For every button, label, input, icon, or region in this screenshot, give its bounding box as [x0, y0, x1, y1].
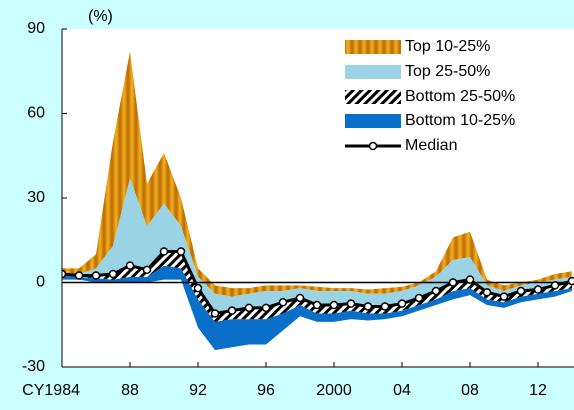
median-point [178, 248, 185, 255]
x-tick-label: 92 [189, 382, 207, 399]
median-point [552, 282, 559, 289]
legend-label: Top 25-50% [405, 63, 490, 80]
legend-swatch [345, 40, 401, 54]
median-point [501, 293, 508, 300]
median-point [229, 307, 236, 314]
median-point [93, 272, 100, 279]
median-point [76, 272, 83, 279]
median-point [212, 310, 219, 317]
median-point [280, 299, 287, 306]
median-point [297, 294, 304, 301]
median-point [433, 287, 440, 294]
x-tick-label: 2000 [316, 382, 352, 399]
median-point [331, 302, 338, 309]
median-point [569, 278, 574, 285]
median-point [263, 304, 270, 311]
median-point [127, 262, 134, 269]
legend-label: Median [405, 137, 457, 154]
y-axis-label: (%) [88, 8, 113, 25]
median-point [399, 300, 406, 307]
legend-label: Bottom 10-25% [405, 112, 515, 129]
median-point [348, 300, 355, 307]
x-tick-label: 88 [121, 382, 139, 399]
y-tick-label: 0 [36, 274, 45, 291]
median-point [450, 279, 457, 286]
x-tick-label: 04 [393, 382, 411, 399]
x-tick-label: 12 [529, 382, 547, 399]
legend-label: Top 10-25% [405, 38, 490, 55]
median-point [161, 248, 168, 255]
legend-label: Bottom 25-50% [405, 88, 515, 105]
y-tick-label: 30 [27, 189, 45, 206]
legend-swatch [345, 90, 401, 104]
median-point [365, 303, 372, 310]
x-tick-label: 08 [461, 382, 479, 399]
x-tick-label: CY1984 [22, 382, 80, 399]
median-point [518, 287, 525, 294]
median-point [416, 294, 423, 301]
x-tick-label: 96 [257, 382, 275, 399]
median-point [382, 303, 389, 310]
y-tick-label: -30 [22, 358, 45, 375]
legend-swatch [345, 65, 401, 79]
median-point [246, 304, 253, 311]
median-point [484, 289, 491, 296]
median-point [195, 285, 202, 292]
legend-swatch [345, 114, 401, 128]
y-tick-label: 60 [27, 105, 45, 122]
y-tick-label: 90 [27, 20, 45, 37]
median-point [314, 302, 321, 309]
median-point [144, 266, 151, 273]
median-point [110, 271, 117, 278]
legend-swatch [370, 143, 377, 150]
median-point [535, 286, 542, 293]
median-point [467, 276, 474, 283]
